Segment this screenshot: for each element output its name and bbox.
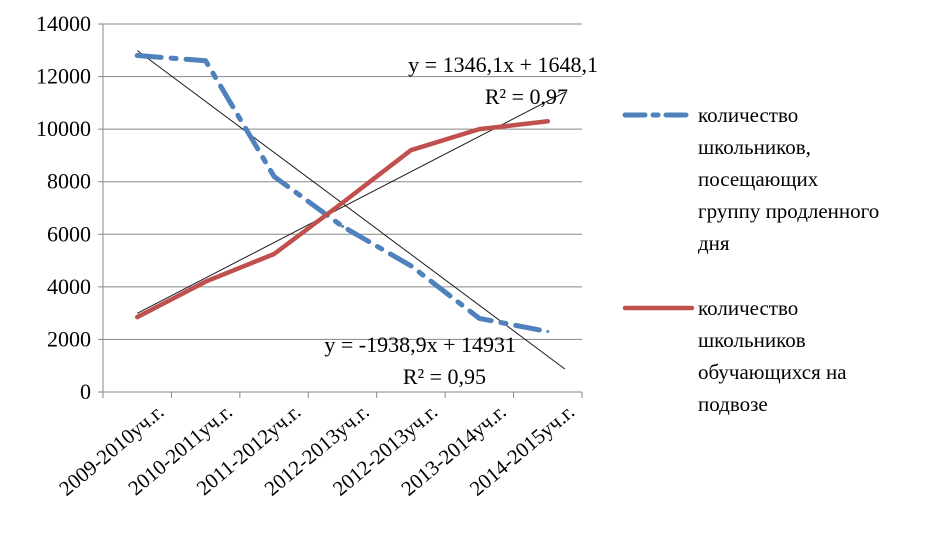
data-point xyxy=(135,315,139,319)
data-point xyxy=(546,119,550,123)
data-point xyxy=(341,201,344,205)
legend-label: школьников, xyxy=(698,135,811,159)
data-point xyxy=(135,54,139,58)
trendline-equation: y = 1346,1x + 1648,1 xyxy=(408,52,598,77)
y-tick-label: 0 xyxy=(80,379,91,404)
y-tick-label: 4000 xyxy=(47,274,91,299)
trendline-r-squared: R² = 0,95 xyxy=(403,364,486,389)
legend-label: обучающихся на xyxy=(698,360,847,384)
trendline-equations: y = 1346,1x + 1648,1 R² = 0,97 y = -1938,9… xyxy=(324,52,598,389)
y-tick-label: 6000 xyxy=(47,221,91,246)
legend-label: дня xyxy=(698,231,730,255)
legend-label: подвозе xyxy=(698,392,768,416)
data-point xyxy=(546,330,550,334)
series-lines xyxy=(134,53,551,335)
trendline-r-squared: R² = 0,97 xyxy=(485,84,568,109)
data-point xyxy=(272,252,276,256)
data-point xyxy=(204,59,208,63)
series-line-2 xyxy=(134,119,551,320)
data-point xyxy=(409,148,413,152)
legend-label: количество xyxy=(698,103,798,127)
y-tick-label: 8000 xyxy=(47,169,91,194)
data-point xyxy=(341,224,344,228)
data-point xyxy=(477,316,481,320)
data-point xyxy=(204,280,208,284)
y-tick-label: 10000 xyxy=(36,116,91,141)
data-point xyxy=(409,264,413,268)
y-tick-label: 12000 xyxy=(36,64,91,89)
legend-label: посещающих xyxy=(698,167,819,191)
legend-label: школьников xyxy=(698,328,806,352)
legend-label: группу продленного xyxy=(698,199,879,223)
y-tick-label: 14000 xyxy=(36,11,91,36)
data-point xyxy=(272,174,276,178)
axes xyxy=(98,23,583,398)
legend: количество школьников, посещающих группу пр… xyxy=(622,103,879,416)
grid-lines xyxy=(103,23,582,340)
y-tick-label: 2000 xyxy=(47,326,91,351)
legend-label: количество xyxy=(698,296,798,320)
trendline-2 xyxy=(136,50,566,370)
trendline-equation: y = -1938,9x + 14931 xyxy=(324,332,516,357)
x-tick-labels: 2009-2010уч.г.2010-2011уч.г.2011-2012уч.… xyxy=(54,399,579,500)
data-point xyxy=(477,127,481,131)
y-tick-labels: 0 2000 4000 6000 8000 10000 12000 14000 xyxy=(36,11,91,404)
